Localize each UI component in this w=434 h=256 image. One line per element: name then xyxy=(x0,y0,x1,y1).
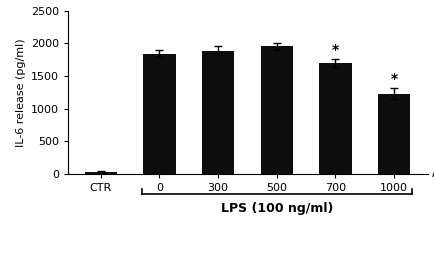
Bar xyxy=(143,54,175,174)
Y-axis label: IL-6 release (pg/ml): IL-6 release (pg/ml) xyxy=(16,38,26,147)
Bar xyxy=(85,172,117,174)
Bar xyxy=(319,63,351,174)
Bar xyxy=(201,51,234,174)
Text: AD (μg/ml): AD (μg/ml) xyxy=(431,169,434,179)
Bar xyxy=(260,46,292,174)
Text: LPS (100 ng/ml): LPS (100 ng/ml) xyxy=(220,202,332,215)
Text: *: * xyxy=(390,72,397,87)
Bar xyxy=(377,94,409,174)
Text: *: * xyxy=(331,43,338,57)
